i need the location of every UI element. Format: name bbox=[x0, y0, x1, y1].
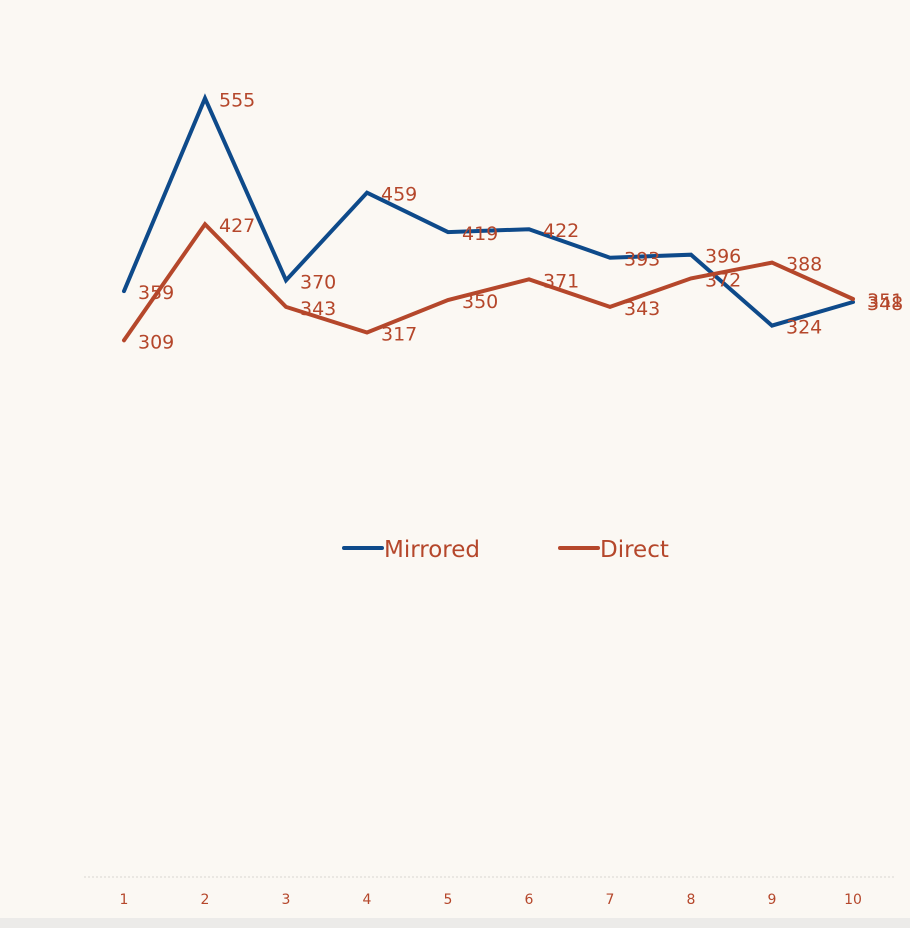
data-label: 419 bbox=[462, 223, 498, 245]
data-label: 343 bbox=[624, 298, 660, 320]
x-tick-label: 3 bbox=[282, 892, 291, 908]
data-label: 351 bbox=[867, 290, 903, 312]
x-tick-label: 5 bbox=[444, 892, 453, 908]
x-tick-label: 10 bbox=[844, 892, 862, 908]
data-label: 309 bbox=[138, 331, 174, 353]
data-labels: 359 555 370 459 419 422 393 396 324 348 309 427 343 3… bbox=[138, 89, 903, 353]
data-label: 370 bbox=[300, 271, 336, 293]
data-label: 359 bbox=[138, 282, 174, 304]
x-tick-label: 7 bbox=[606, 892, 615, 908]
x-tick-label: 6 bbox=[525, 892, 534, 908]
data-label: 372 bbox=[705, 269, 741, 291]
data-label: 555 bbox=[219, 89, 255, 111]
data-label: 422 bbox=[543, 220, 579, 242]
legend-label-direct: Direct bbox=[600, 537, 669, 563]
x-tick-labels: 1 2 3 4 5 6 7 8 9 10 bbox=[120, 892, 862, 908]
series-line-direct bbox=[122, 221, 855, 343]
legend: Mirrored Direct bbox=[342, 537, 669, 563]
data-label: 396 bbox=[705, 246, 741, 268]
data-label: 317 bbox=[381, 323, 417, 345]
x-tick-label: 8 bbox=[687, 892, 696, 908]
x-tick-label: 4 bbox=[363, 892, 372, 908]
x-tick-label: 2 bbox=[201, 892, 210, 908]
data-label: 427 bbox=[219, 215, 255, 237]
data-label: 350 bbox=[462, 291, 498, 313]
x-axis: 1 2 3 4 5 6 7 8 9 10 bbox=[84, 876, 894, 908]
data-label: 371 bbox=[543, 270, 579, 292]
data-label: 393 bbox=[624, 249, 660, 271]
x-tick-label: 9 bbox=[768, 892, 777, 908]
bottom-strip bbox=[0, 918, 910, 928]
legend-label-mirrored: Mirrored bbox=[384, 537, 480, 563]
data-label: 459 bbox=[381, 184, 417, 206]
series-lines bbox=[122, 93, 855, 343]
data-label: 388 bbox=[786, 254, 822, 276]
data-label: 348 bbox=[867, 293, 903, 315]
x-tick-label: 1 bbox=[120, 892, 129, 908]
data-label: 324 bbox=[786, 317, 822, 339]
data-label: 343 bbox=[300, 298, 336, 320]
series-line-mirrored bbox=[122, 93, 855, 328]
